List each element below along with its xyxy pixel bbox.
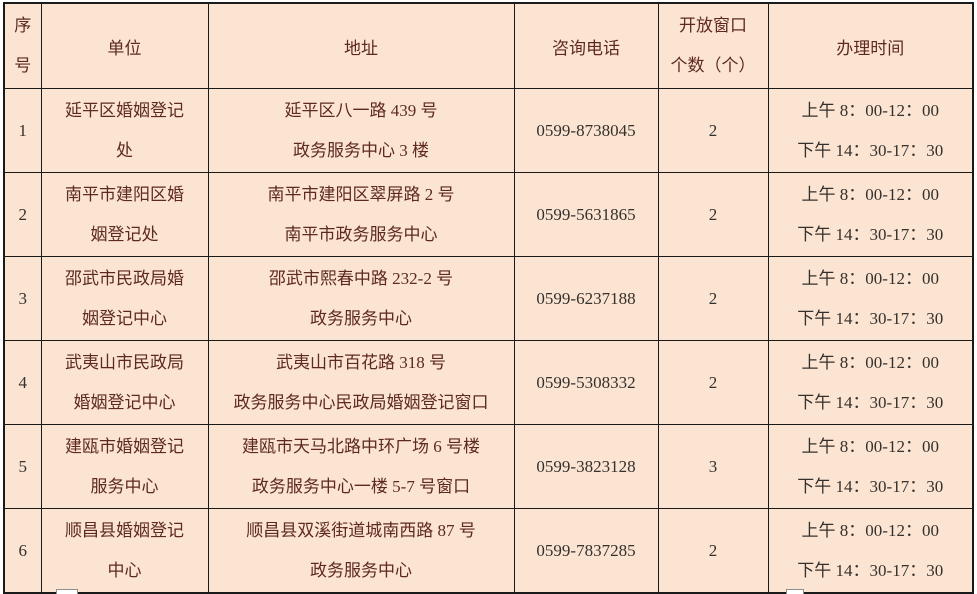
unit-line2: 姻登记中心 <box>82 308 167 328</box>
cropped-edge-artifact <box>56 589 78 594</box>
address-line1: 武夷山市百花路 318 号 <box>276 352 446 372</box>
hours-am: 上午 8：00-12：00 <box>801 436 939 456</box>
unit-line2: 姻登记处 <box>90 224 159 244</box>
hours-pm: 下午 14：30-17：30 <box>797 140 944 160</box>
cell-address: 建瓯市天马北路中环广场 6 号楼 政务服务中心一楼 5-7 号窗口 <box>207 424 515 509</box>
address-line1: 南平市建阳区翠屏路 2 号 <box>267 184 455 204</box>
unit-line1: 延平区婚姻登记 <box>65 100 184 120</box>
col-header-index-line1: 序 <box>14 16 32 35</box>
cell-index: 1 <box>3 88 42 173</box>
cell-index: 3 <box>3 256 42 341</box>
cell-address: 延平区八一路 439 号 政务服务中心 3 楼 <box>207 88 515 173</box>
cell-unit: 武夷山市民政局 婚姻登记中心 <box>40 340 209 425</box>
cell-address: 邵武市熙春中路 232-2 号 政务服务中心 <box>207 256 515 341</box>
table-row: 3 邵武市民政局婚 姻登记中心 邵武市熙春中路 232-2 号 政务服务中心 0… <box>3 256 974 341</box>
cell-phone: 0599-5308332 <box>513 340 659 425</box>
cropped-edge-artifact <box>786 589 804 594</box>
col-header-hours: 办理时间 <box>767 2 974 89</box>
cell-windows: 2 <box>657 340 769 425</box>
cell-hours: 上午 8：00-12：00 下午 14：30-17：30 <box>767 88 974 173</box>
cell-phone: 0599-8738045 <box>513 88 659 173</box>
cell-unit: 南平市建阳区婚 姻登记处 <box>40 172 209 257</box>
unit-line1: 邵武市民政局婚 <box>65 268 184 288</box>
unit-line2: 婚姻登记中心 <box>73 392 176 412</box>
table-row: 2 南平市建阳区婚 姻登记处 南平市建阳区翠屏路 2 号 南平市政务服务中心 0… <box>3 172 974 257</box>
table-row: 5 建瓯市婚姻登记 服务中心 建瓯市天马北路中环广场 6 号楼 政务服务中心一楼… <box>3 424 974 509</box>
col-header-address: 地址 <box>207 2 515 89</box>
cell-phone: 0599-5631865 <box>513 172 659 257</box>
unit-line2: 服务中心 <box>90 476 159 496</box>
col-header-unit: 单位 <box>40 2 209 89</box>
address-line2: 政务服务中心 <box>310 560 412 580</box>
table-header-row: 序 号 单位 地址 咨询电话 开放窗口 个数（个） 办理时间 <box>3 2 974 89</box>
col-header-windows-line1: 开放窗口 <box>679 16 747 35</box>
registration-offices-table: 序 号 单位 地址 咨询电话 开放窗口 个数（个） 办理时间 1 延平区婚姻登记… <box>3 2 974 594</box>
address-line1: 顺昌县双溪街道城南西路 87 号 <box>246 520 476 540</box>
cell-hours: 上午 8：00-12：00 下午 14：30-17：30 <box>767 424 974 509</box>
cell-unit: 顺昌县婚姻登记 中心 <box>40 508 209 594</box>
cell-index: 2 <box>3 172 42 257</box>
cell-hours: 上午 8：00-12：00 下午 14：30-17：30 <box>767 172 974 257</box>
unit-line1: 顺昌县婚姻登记 <box>65 520 184 540</box>
table-row: 6 顺昌县婚姻登记 中心 顺昌县双溪街道城南西路 87 号 政务服务中心 059… <box>3 508 974 594</box>
cell-address: 南平市建阳区翠屏路 2 号 南平市政务服务中心 <box>207 172 515 257</box>
cell-phone: 0599-6237188 <box>513 256 659 341</box>
cell-index: 6 <box>3 508 42 594</box>
cell-hours: 上午 8：00-12：00 下午 14：30-17：30 <box>767 340 974 425</box>
col-header-index: 序 号 <box>3 2 42 89</box>
hours-am: 上午 8：00-12：00 <box>801 100 939 120</box>
cell-unit: 延平区婚姻登记 处 <box>40 88 209 173</box>
col-header-windows-line2: 个数（个） <box>670 56 756 75</box>
hours-am: 上午 8：00-12：00 <box>801 352 939 372</box>
unit-line2: 中心 <box>107 560 142 580</box>
cell-windows: 3 <box>657 424 769 509</box>
unit-line1: 建瓯市婚姻登记 <box>65 436 184 456</box>
cell-windows: 2 <box>657 508 769 594</box>
cell-index: 4 <box>3 340 42 425</box>
unit-line2: 处 <box>116 140 133 160</box>
cell-address: 武夷山市百花路 318 号 政务服务中心民政局婚姻登记窗口 <box>207 340 515 425</box>
cell-windows: 2 <box>657 88 769 173</box>
cell-address: 顺昌县双溪街道城南西路 87 号 政务服务中心 <box>207 508 515 594</box>
cell-hours: 上午 8：00-12：00 下午 14：30-17：30 <box>767 508 974 594</box>
hours-pm: 下午 14：30-17：30 <box>797 476 944 496</box>
table-row: 1 延平区婚姻登记 处 延平区八一路 439 号 政务服务中心 3 楼 0599… <box>3 88 974 173</box>
address-line2: 政务服务中心 <box>310 308 412 328</box>
cell-windows: 2 <box>657 172 769 257</box>
col-header-index-line2: 号 <box>14 56 32 75</box>
cell-windows: 2 <box>657 256 769 341</box>
cell-hours: 上午 8：00-12：00 下午 14：30-17：30 <box>767 256 974 341</box>
address-line2: 政务服务中心一楼 5-7 号窗口 <box>251 476 471 496</box>
unit-line1: 南平市建阳区婚 <box>65 184 184 204</box>
cell-unit: 建瓯市婚姻登记 服务中心 <box>40 424 209 509</box>
address-line1: 延平区八一路 439 号 <box>284 100 438 120</box>
col-header-windows: 开放窗口 个数（个） <box>657 2 769 89</box>
hours-am: 上午 8：00-12：00 <box>801 520 939 540</box>
hours-am: 上午 8：00-12：00 <box>801 268 939 288</box>
address-line1: 建瓯市天马北路中环广场 6 号楼 <box>242 436 480 456</box>
cell-phone: 0599-7837285 <box>513 508 659 594</box>
hours-pm: 下午 14：30-17：30 <box>797 308 944 328</box>
table-row: 4 武夷山市民政局 婚姻登记中心 武夷山市百花路 318 号 政务服务中心民政局… <box>3 340 974 425</box>
cell-phone: 0599-3823128 <box>513 424 659 509</box>
address-line2: 政务服务中心 3 楼 <box>293 140 429 160</box>
hours-pm: 下午 14：30-17：30 <box>797 224 944 244</box>
col-header-phone: 咨询电话 <box>513 2 659 89</box>
cell-index: 5 <box>3 424 42 509</box>
hours-pm: 下午 14：30-17：30 <box>797 392 944 412</box>
address-line2: 政务服务中心民政局婚姻登记窗口 <box>233 392 489 412</box>
cell-unit: 邵武市民政局婚 姻登记中心 <box>40 256 209 341</box>
hours-pm: 下午 14：30-17：30 <box>797 560 944 580</box>
hours-am: 上午 8：00-12：00 <box>801 184 939 204</box>
address-line1: 邵武市熙春中路 232-2 号 <box>268 268 454 288</box>
address-line2: 南平市政务服务中心 <box>284 224 438 244</box>
unit-line1: 武夷山市民政局 <box>65 352 184 372</box>
